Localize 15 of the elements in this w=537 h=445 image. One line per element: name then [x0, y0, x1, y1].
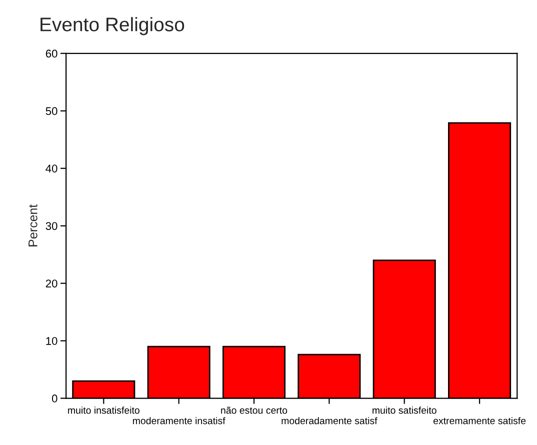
chart-title: Evento Religioso [40, 17, 184, 36]
y-tick-label: 60 [46, 50, 58, 58]
y-tick-label: 0 [52, 394, 58, 402]
y-tick-label: 30 [46, 222, 58, 230]
x-tick-label: moderadamente satisf [282, 417, 378, 424]
x-tick-label: muito satisfeito [372, 406, 436, 414]
y-tick-label: 50 [46, 107, 58, 116]
x-tick-label: muito insatisfeito [68, 406, 140, 414]
y-tick-label: 10 [46, 337, 58, 345]
y-axis-title: Percent [28, 204, 38, 246]
x-tick-label: moderamente insatisf [132, 417, 226, 424]
y-tick-label: 40 [46, 164, 58, 172]
x-tick-label: extremamente satisfe [433, 417, 526, 424]
x-tick-label: não estou certo [221, 406, 288, 414]
y-tick-label: 20 [46, 280, 58, 288]
